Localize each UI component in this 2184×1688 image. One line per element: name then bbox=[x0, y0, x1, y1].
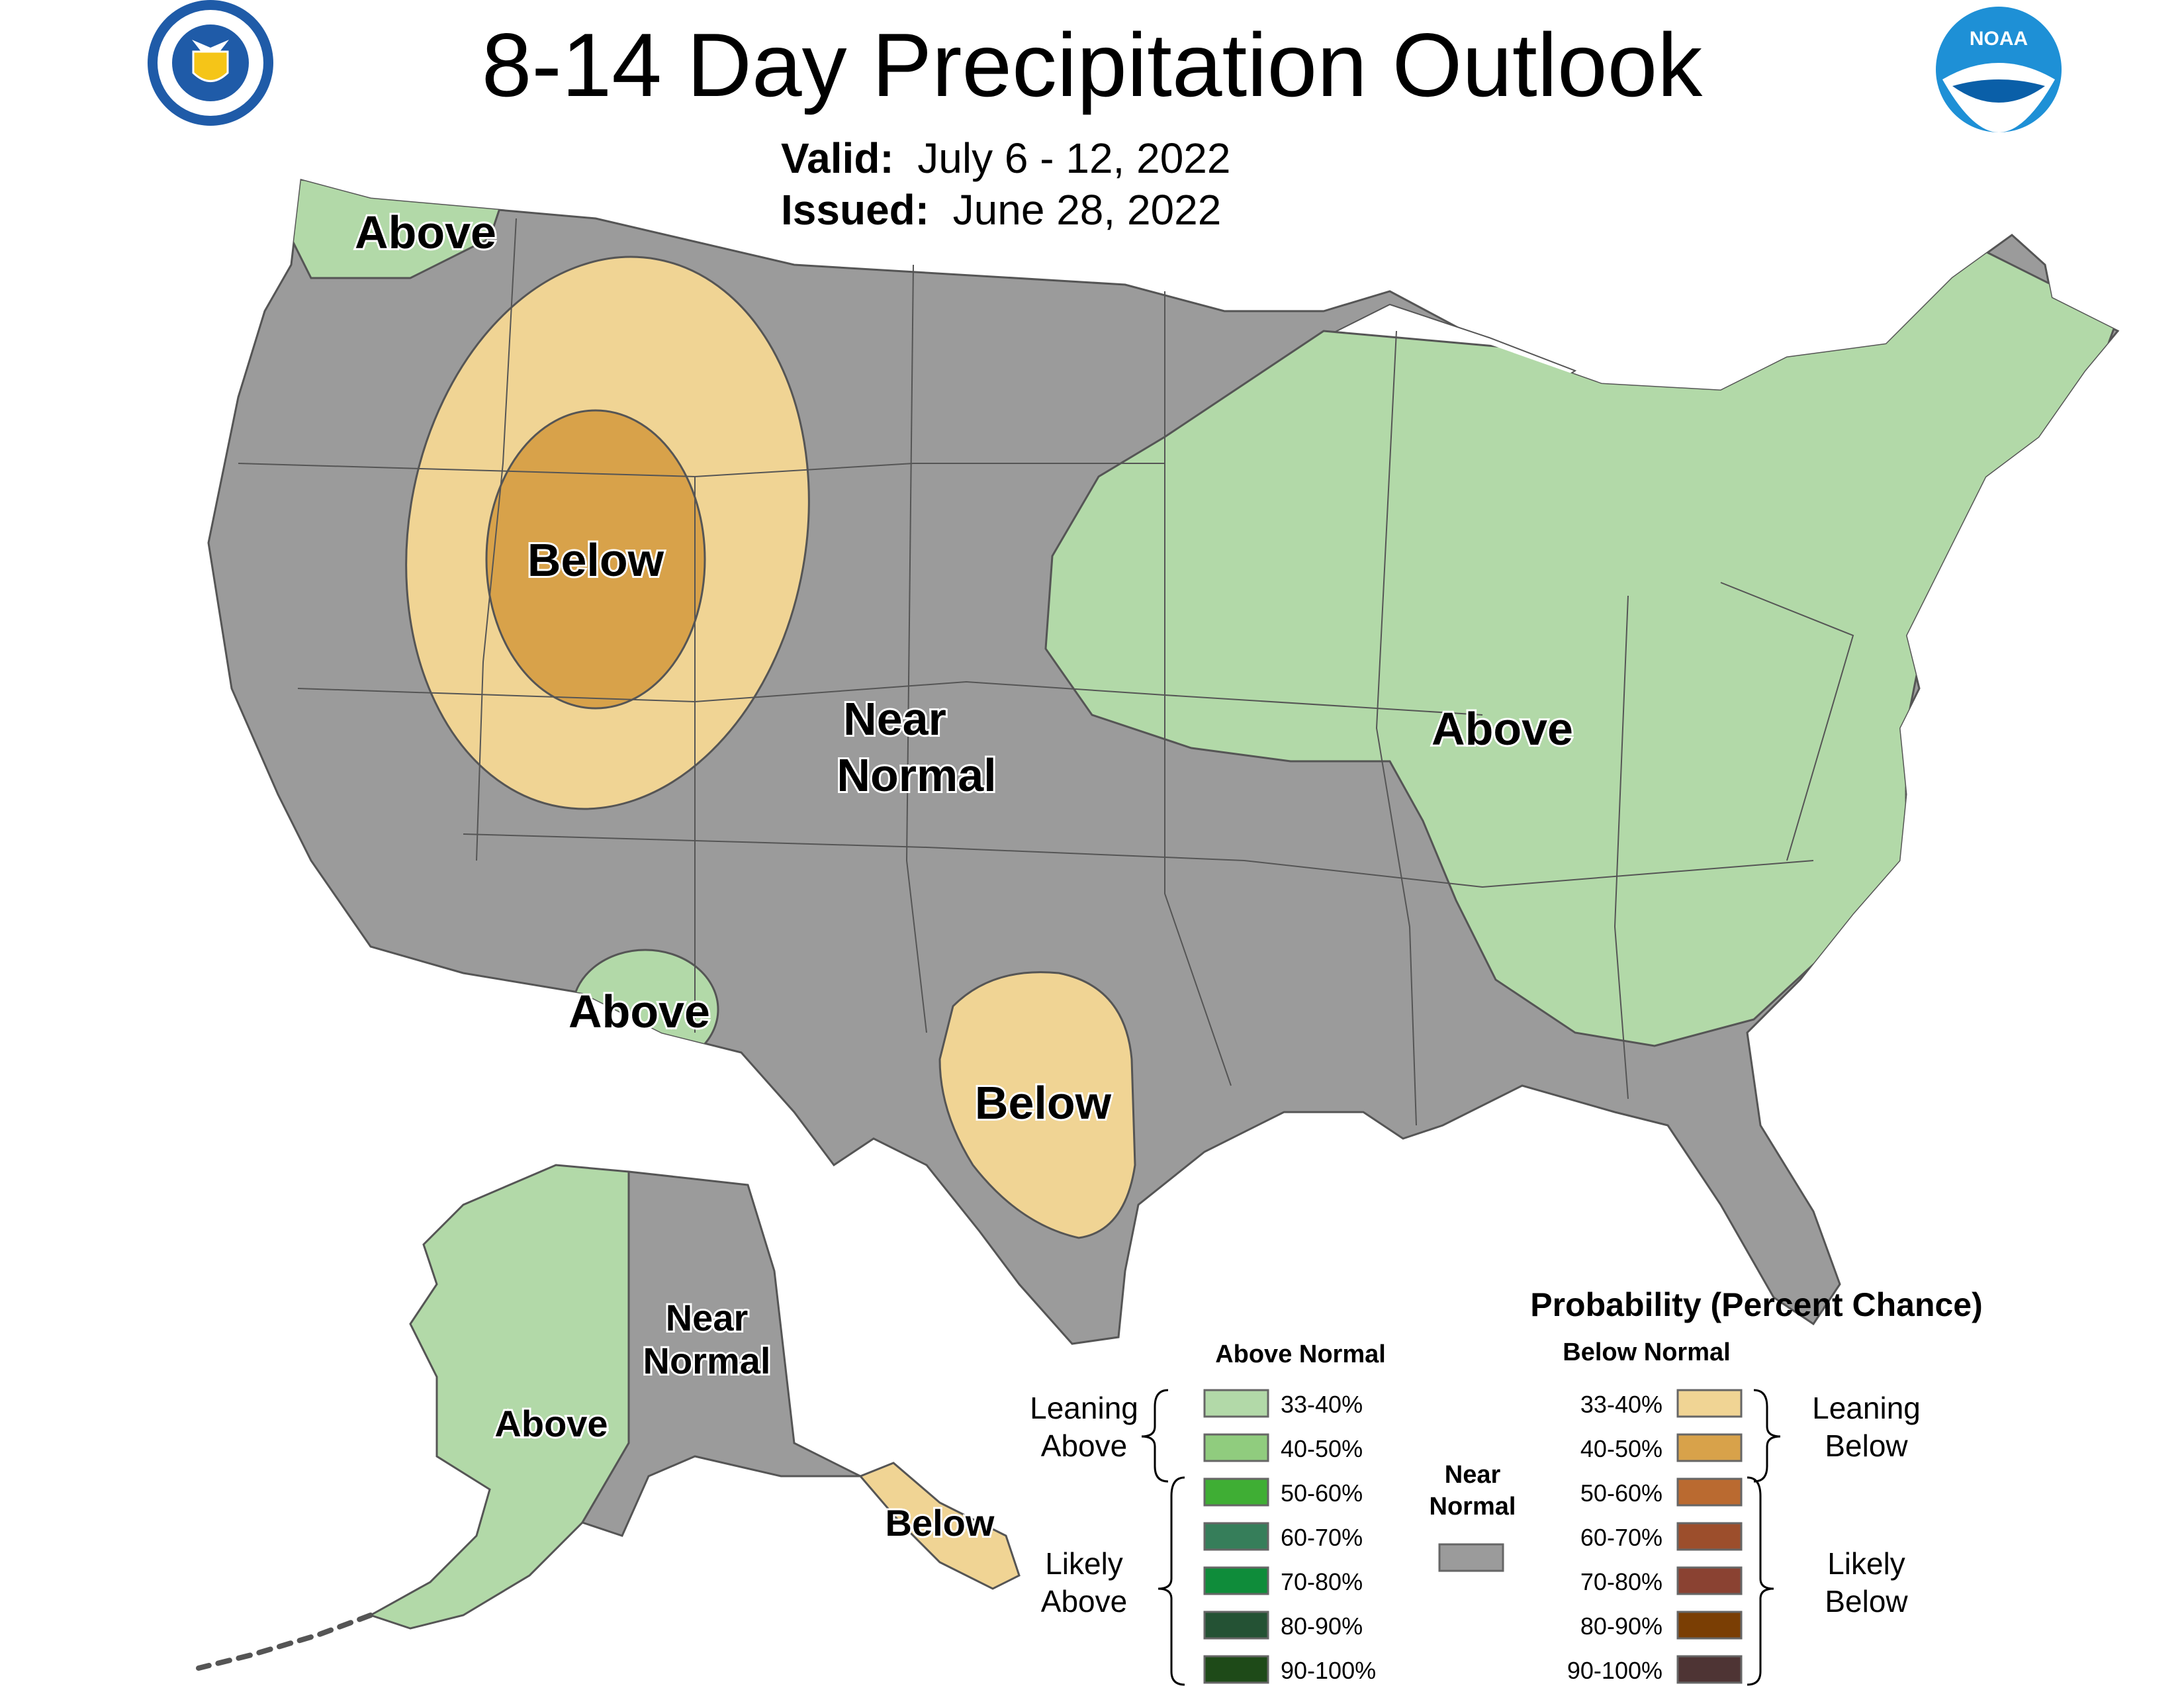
legend-above-swatch-6 bbox=[1203, 1611, 1269, 1640]
label-alaska-near: Near bbox=[666, 1297, 749, 1338]
label-near-normal-line1: Near bbox=[843, 693, 946, 745]
legend-below-swatch-1 bbox=[1676, 1389, 1743, 1418]
probability-legend: Probability (Percent Chance) Above Norma… bbox=[1030, 1286, 1983, 1686]
legend-above-range-1: 33-40% bbox=[1281, 1391, 1363, 1418]
legend-below-range-2: 40-50% bbox=[1580, 1435, 1662, 1462]
label-below-texas: Below bbox=[975, 1077, 1112, 1129]
legend-likely-above-line1: Likely bbox=[1045, 1546, 1123, 1581]
legend-above-swatch-1 bbox=[1203, 1389, 1269, 1418]
outlook-dates: Valid: July 6 - 12, 2022 Issued: June 28… bbox=[781, 132, 1230, 236]
map-title: 8-14 Day Precipitation Outlook bbox=[481, 15, 1703, 115]
legend-above-range-6: 80-90% bbox=[1281, 1613, 1363, 1640]
legend-above-range-7: 90-100% bbox=[1281, 1657, 1376, 1684]
legend-above-swatch-4 bbox=[1203, 1522, 1269, 1551]
legend-below-range-3: 50-60% bbox=[1580, 1479, 1662, 1507]
legend-above-swatch-3 bbox=[1203, 1477, 1269, 1507]
valid-date: July 6 - 12, 2022 bbox=[917, 134, 1231, 182]
legend-near-label-line2: Normal bbox=[1430, 1493, 1516, 1521]
doc-seal-shield-icon bbox=[192, 50, 229, 82]
legend-likely-below-line1: Likely bbox=[1827, 1546, 1905, 1581]
legend-near-normal-swatch bbox=[1438, 1543, 1504, 1572]
noaa-wave-icon bbox=[1952, 79, 2045, 103]
legend-below-range-4: 60-70% bbox=[1580, 1524, 1662, 1551]
legend-likely-below-line2: Below bbox=[1825, 1584, 1908, 1618]
brace-leaning-below bbox=[1753, 1389, 1781, 1483]
legend-below-swatch-3 bbox=[1676, 1477, 1743, 1507]
above-swatch-list: 33-40% 40-50% 50-60% 60-70% 70-80% 80-90% 90-1… bbox=[1203, 1389, 1376, 1684]
legend-above-range-5: 70-80% bbox=[1281, 1568, 1363, 1595]
below-swatch-list: 33-40% 40-50% 50-60% 60-70% 70-80% 80-90% 90-1… bbox=[1567, 1389, 1743, 1684]
label-near-normal-line2: Normal bbox=[837, 749, 996, 801]
legend-below-swatch-4 bbox=[1676, 1522, 1743, 1551]
noaa-logo-text: NOAA bbox=[1970, 28, 2028, 50]
legend-below-swatch-5 bbox=[1676, 1566, 1743, 1595]
label-alaska-below: Below bbox=[886, 1502, 995, 1544]
brace-likely-above bbox=[1158, 1476, 1185, 1686]
legend-above-header: Above Normal bbox=[1215, 1340, 1386, 1368]
alaska-near-normal-region bbox=[580, 1170, 861, 1537]
legend-above-range-2: 40-50% bbox=[1281, 1435, 1363, 1462]
legend-below-range-5: 70-80% bbox=[1580, 1568, 1662, 1595]
valid-line: Valid: July 6 - 12, 2022 bbox=[781, 132, 1230, 184]
issued-date: June 28, 2022 bbox=[952, 186, 1222, 234]
legend-below-swatch-2 bbox=[1676, 1433, 1743, 1462]
noaa-logo: NOAA bbox=[1936, 7, 2062, 132]
legend-likely-above-line2: Above bbox=[1041, 1584, 1127, 1618]
brace-leaning-above bbox=[1141, 1389, 1169, 1483]
border-central-tier bbox=[297, 680, 1483, 716]
legend-below-swatch-6 bbox=[1676, 1611, 1743, 1640]
border-northern-tier bbox=[238, 463, 1165, 478]
issued-label: Issued: bbox=[781, 186, 930, 234]
valid-label: Valid: bbox=[781, 134, 894, 182]
label-above-northwest: Above bbox=[355, 207, 496, 258]
border-midwest-meridian bbox=[1164, 291, 1232, 1086]
legend-below-header: Below Normal bbox=[1563, 1338, 1730, 1366]
label-below-rockies: Below bbox=[527, 534, 664, 586]
alaska-below-panhandle bbox=[858, 1462, 1021, 1590]
alaska-above-region bbox=[368, 1164, 630, 1630]
legend-leaning-above-line1: Leaning bbox=[1030, 1391, 1138, 1425]
legend-below-range-7: 90-100% bbox=[1567, 1657, 1662, 1684]
legend-below-range-6: 80-90% bbox=[1580, 1613, 1662, 1640]
issued-line: Issued: June 28, 2022 bbox=[781, 184, 1230, 236]
legend-above-swatch-7 bbox=[1203, 1655, 1269, 1684]
label-alaska-above: Above bbox=[494, 1403, 608, 1444]
legend-above-swatch-2 bbox=[1203, 1433, 1269, 1462]
border-southern-tier bbox=[463, 833, 1814, 888]
label-above-east: Above bbox=[1432, 703, 1573, 755]
border-east-meridian bbox=[1614, 595, 1629, 1100]
legend-below-swatch-7 bbox=[1676, 1655, 1743, 1684]
border-mississippi bbox=[1375, 330, 1417, 1126]
legend-above-swatch-5 bbox=[1203, 1566, 1269, 1595]
legend-title: Probability (Percent Chance) bbox=[1530, 1286, 1983, 1323]
label-alaska-normal: Normal bbox=[643, 1340, 771, 1382]
brace-likely-below bbox=[1747, 1476, 1774, 1686]
region-labels: Above Below Near Normal Above Above Belo… bbox=[353, 205, 1575, 1546]
label-above-southwest: Above bbox=[569, 986, 710, 1037]
alaska-map bbox=[196, 1164, 1021, 1671]
border-western-meridian bbox=[476, 218, 517, 861]
legend-leaning-below-line1: Leaning bbox=[1812, 1391, 1921, 1425]
state-borders bbox=[238, 218, 1854, 1126]
legend-near-label-line1: Near bbox=[1445, 1461, 1501, 1489]
aleutian-chain bbox=[196, 1613, 373, 1671]
legend-leaning-above-line2: Above bbox=[1041, 1429, 1127, 1463]
border-appalachian bbox=[1720, 582, 1854, 861]
doc-seal-logo bbox=[148, 0, 273, 126]
legend-above-range-4: 60-70% bbox=[1281, 1524, 1363, 1551]
legend-above-range-3: 50-60% bbox=[1281, 1479, 1363, 1507]
region-below-texas bbox=[938, 971, 1136, 1239]
border-plains-meridian bbox=[905, 264, 927, 1033]
legend-below-range-1: 33-40% bbox=[1580, 1391, 1662, 1418]
region-below-northern-rockies-inner bbox=[485, 409, 706, 710]
legend-leaning-below-line2: Below bbox=[1825, 1429, 1908, 1463]
doc-seal-eagle-icon bbox=[192, 40, 229, 52]
